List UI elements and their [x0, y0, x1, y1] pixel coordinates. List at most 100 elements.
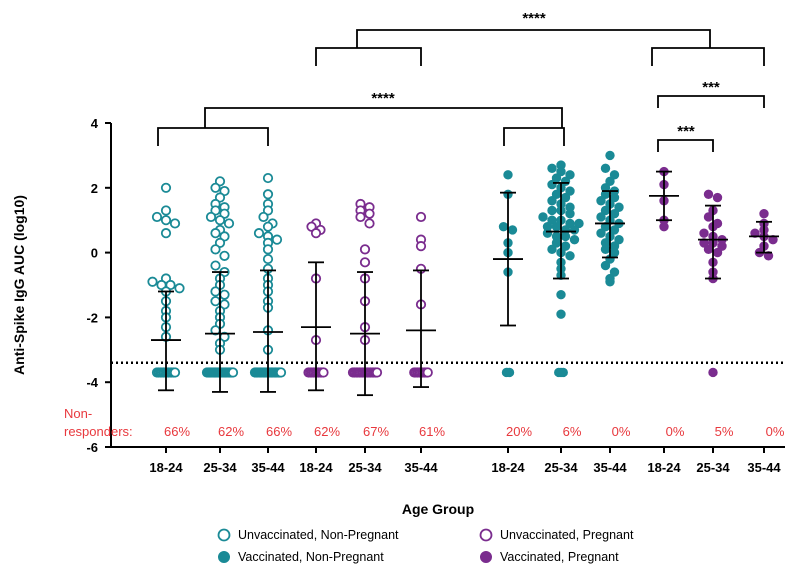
data-point: [569, 234, 580, 245]
data-point: [210, 244, 221, 255]
x-tick-label: 18-24: [299, 460, 333, 475]
bracket-vacc-preg-18-25: [657, 139, 714, 152]
legend: Unvaccinated, Non-Pregnant Unvaccinated, …: [217, 528, 634, 564]
data-point: [712, 247, 723, 258]
data-point: [547, 196, 557, 206]
data-point: [210, 260, 221, 271]
data-point: [699, 228, 709, 238]
data-point: [355, 211, 366, 223]
data-point: [364, 208, 375, 219]
data-point: [503, 170, 513, 180]
data-point: [160, 182, 172, 193]
data-point: [147, 276, 158, 287]
data-point: [600, 163, 611, 174]
data-point: [223, 218, 235, 229]
data-point: [614, 202, 624, 212]
data-point: [210, 182, 221, 193]
significance-brackets: **************: [157, 10, 765, 152]
labels: Non-responders: 66% 62% 66% 62% 67% 61% 20% 6% 0%…: [64, 406, 785, 439]
y-tick-label: -6: [86, 440, 98, 455]
data-point: [569, 225, 580, 235]
data-point: [169, 367, 181, 378]
nonresponders-percent: 61%: [419, 424, 445, 439]
data-point: [371, 367, 383, 378]
data-point: [160, 228, 172, 239]
data-point: [542, 228, 553, 238]
data-points: [147, 150, 778, 378]
nonresponders-percent: 0%: [612, 424, 631, 439]
data-point: [262, 253, 274, 265]
data-point: [538, 212, 548, 222]
nonresponders-label-line: responders:: [64, 424, 133, 439]
data-point: [415, 241, 427, 252]
data-point: [717, 241, 727, 251]
data-point: [605, 277, 615, 287]
data-point: [262, 221, 274, 232]
data-point: [565, 170, 575, 180]
bracket-right-vacc-nonpreg: [503, 127, 565, 146]
nonresponders-label: Non-responders:: [64, 406, 133, 439]
data-point: [210, 296, 221, 307]
x-tick-label: 35-44: [404, 460, 438, 475]
x-tick-label: 25-34: [544, 460, 578, 475]
x-tick-label: 18-24: [149, 460, 183, 475]
data-point: [558, 367, 568, 378]
data-point: [359, 257, 371, 268]
nonresponders-percent: 0%: [766, 424, 785, 439]
x-tick-label: 25-34: [348, 460, 382, 475]
y-tick-label: 2: [91, 181, 98, 196]
data-point: [768, 234, 778, 245]
nonresponders-percent: 20%: [506, 424, 532, 439]
data-point: [359, 244, 371, 255]
data-point: [565, 209, 575, 219]
data-point: [160, 215, 172, 226]
x-axis-title: Age Group: [402, 501, 474, 517]
data-point: [547, 215, 557, 225]
data-point: [614, 234, 624, 245]
data-point: [708, 367, 718, 378]
data-point: [565, 218, 575, 229]
data-point: [547, 244, 557, 255]
data-point: [219, 289, 230, 300]
y-tick-label: -4: [86, 375, 98, 390]
data-point: [210, 228, 221, 239]
x-tick-label: 35-44: [593, 460, 627, 475]
y-tick-label: -2: [86, 310, 98, 325]
data-point: [750, 228, 760, 238]
x-tick-label: 25-34: [203, 460, 237, 475]
data-point: [596, 212, 606, 222]
nonresponders-percent: 66%: [164, 424, 190, 439]
y-axis-title: Anti-Spike IgG AUC (log10): [11, 195, 27, 375]
data-point: [600, 260, 611, 271]
data-point: [262, 172, 274, 184]
sig-label: ****: [522, 10, 546, 27]
data-point: [318, 367, 329, 378]
data-point: [160, 205, 172, 216]
axes: 4 2 0 -2 -4 -6 18-24 25-34 35-44 18-24 25-34 35-44 1…: [11, 116, 785, 517]
data-point: [271, 234, 283, 245]
y-tick-label: 0: [91, 246, 98, 261]
data-point: [507, 225, 518, 235]
data-point: [759, 209, 769, 219]
nonresponders-percent: 0%: [666, 424, 685, 439]
data-point: [258, 211, 269, 223]
x-tick-label: 18-24: [491, 460, 525, 475]
bracket-right-vacc-preg: [651, 47, 765, 66]
data-point: [703, 189, 714, 199]
data-point: [498, 221, 509, 232]
bracket-left-unvacc-nonpreg: [157, 127, 269, 146]
legend-marker: [217, 528, 231, 542]
data-point: [609, 267, 620, 277]
bracket-join-1: [204, 107, 563, 128]
data-point: [364, 218, 375, 229]
bracket-left-unvacc-preg: [315, 47, 422, 66]
x-tick-label: 25-34: [696, 460, 730, 475]
data-point: [605, 176, 615, 187]
data-point: [415, 211, 427, 223]
data-point: [174, 283, 185, 294]
data-point: [169, 218, 181, 229]
nonresponders-percent: 67%: [363, 424, 389, 439]
data-point: [565, 251, 575, 261]
data-point: [556, 309, 566, 319]
